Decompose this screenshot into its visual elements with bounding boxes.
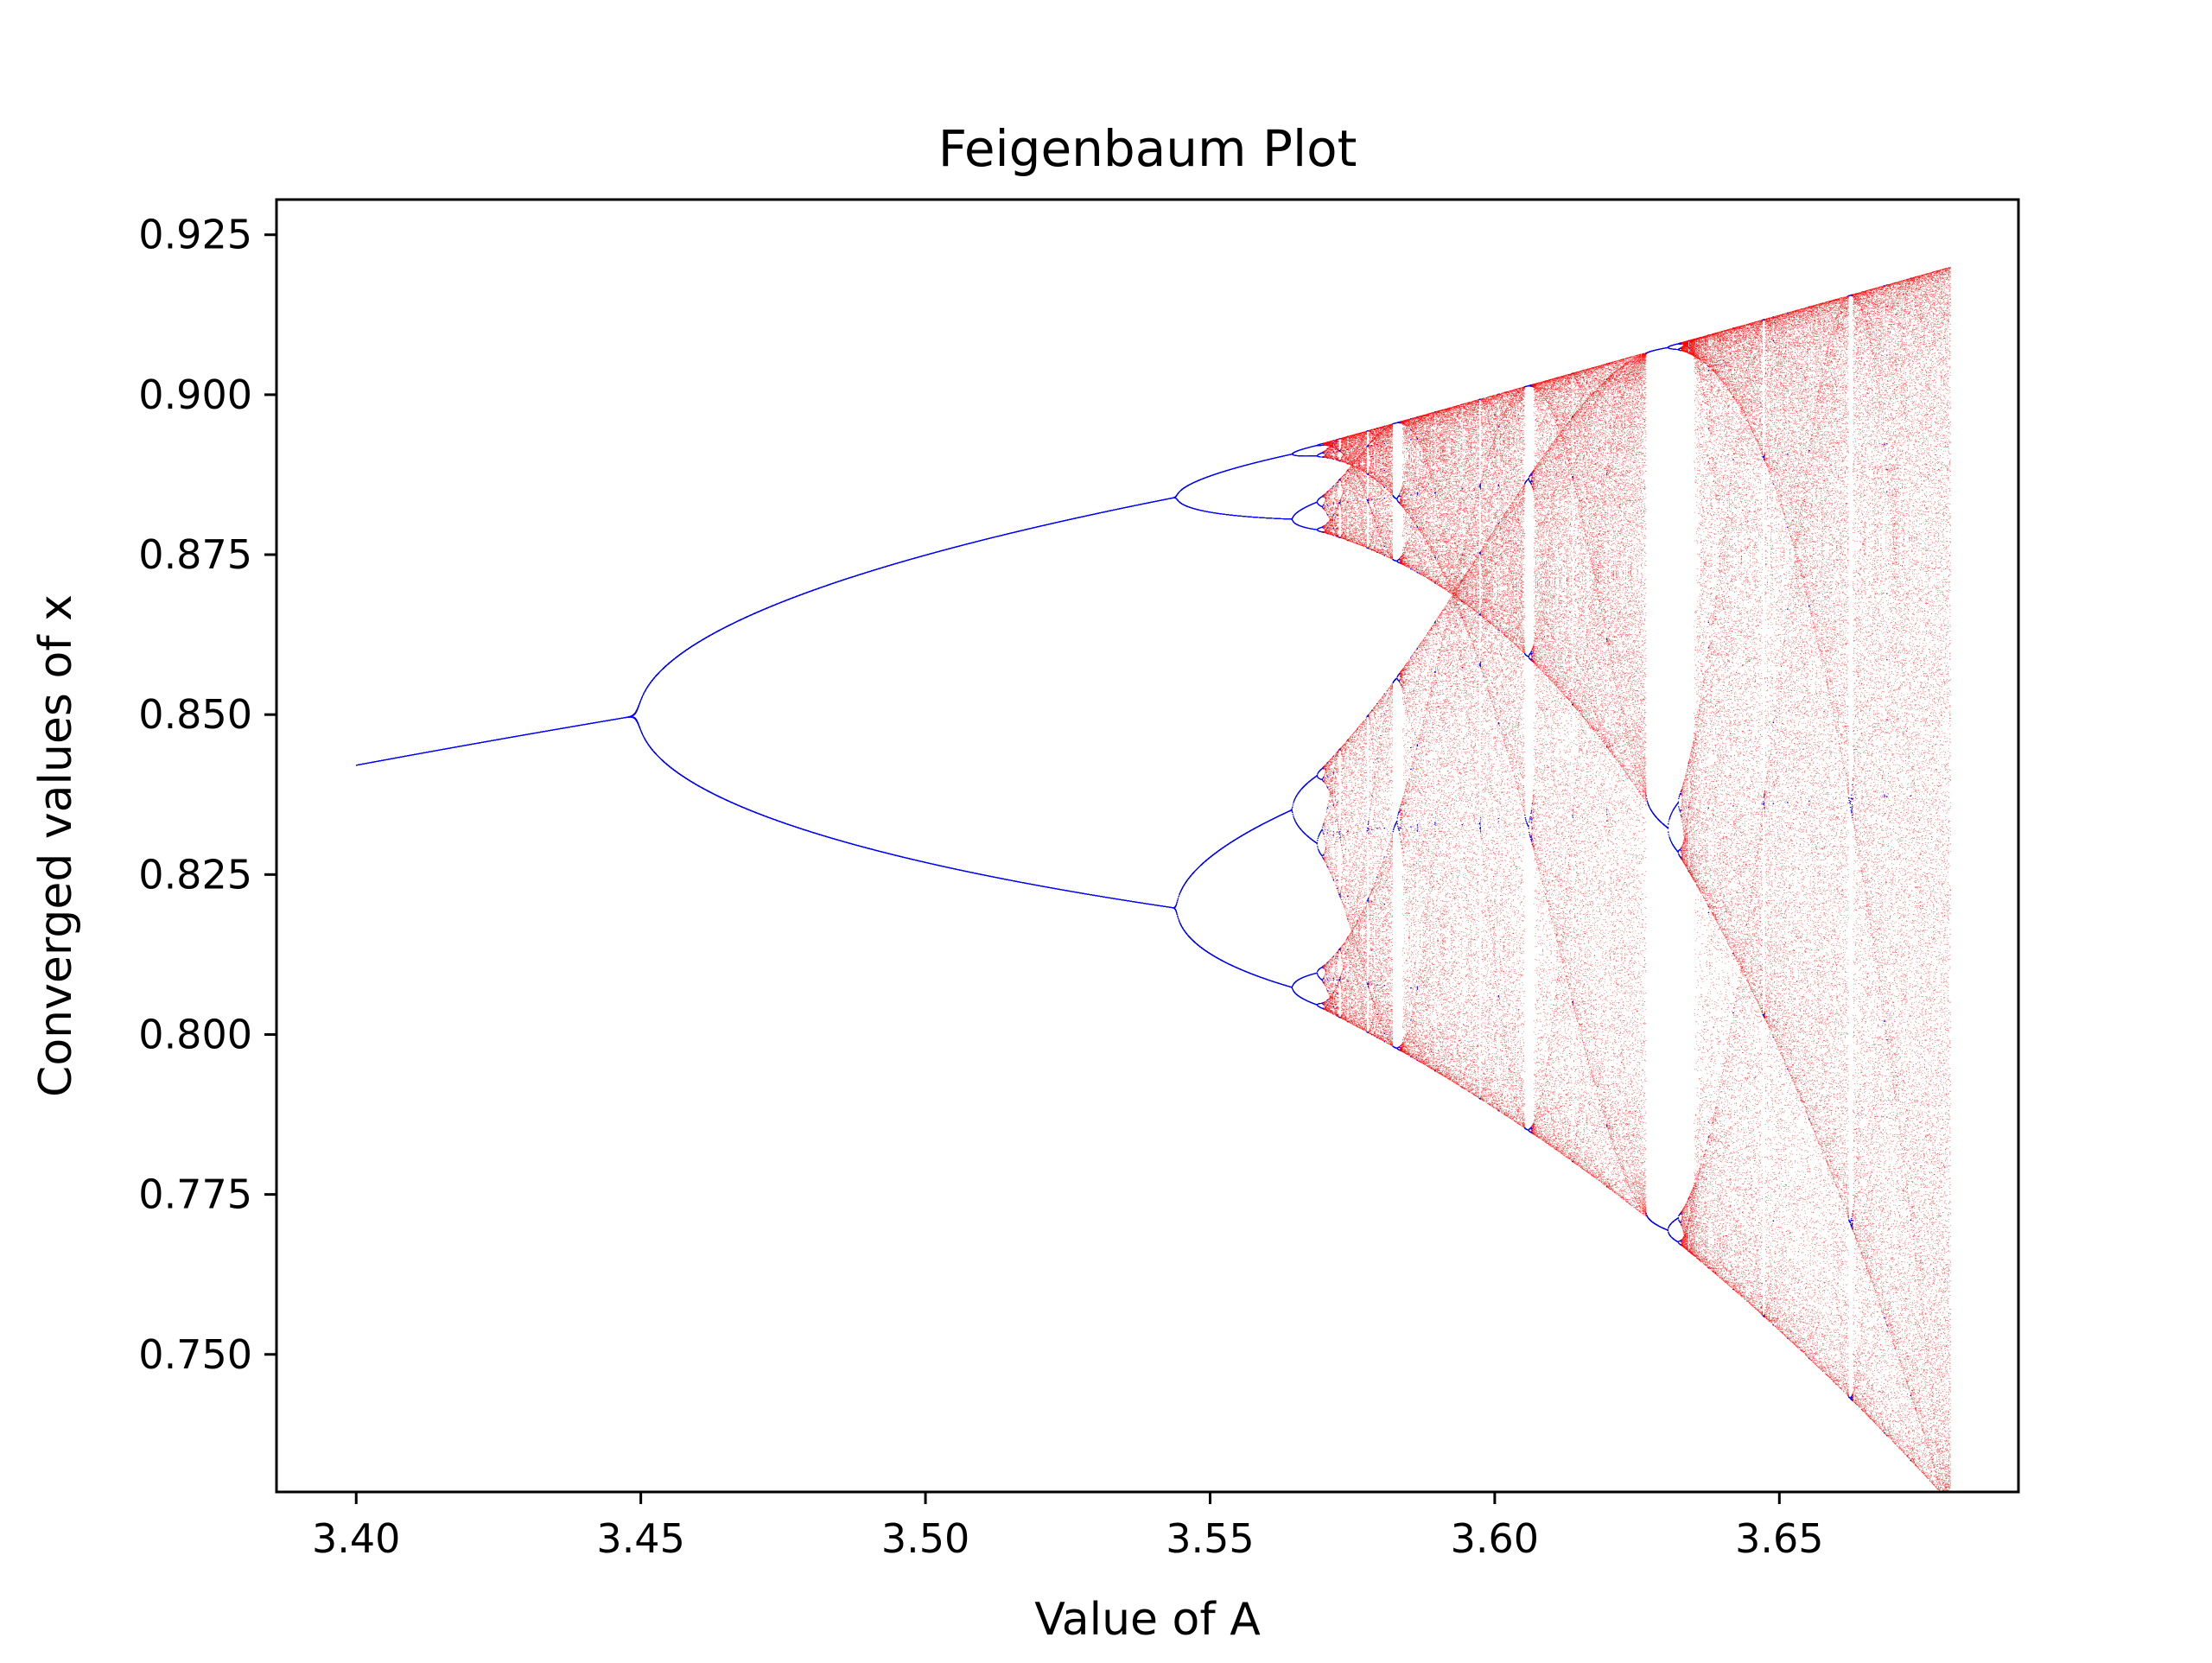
x-tick-label: 3.55 [1166,1515,1254,1562]
y-tick-label: 0.925 [138,212,252,258]
plot-area [276,200,2018,1492]
bifurcation-scatter [276,200,2018,1492]
x-tick-label: 3.45 [596,1515,684,1562]
chart-title: Feigenbaum Plot [938,119,1357,178]
y-tick-label: 0.800 [138,1011,252,1057]
y-tick-label: 0.850 [138,691,252,738]
y-tick-label: 0.875 [138,531,252,578]
y-tick-label: 0.775 [138,1171,252,1218]
x-axis-label: Value of A [1034,1594,1261,1646]
x-tick-label: 3.60 [1451,1515,1539,1562]
y-tick-label: 0.900 [138,371,252,418]
y-tick-label: 0.750 [138,1331,252,1378]
x-axis: 3.40 3.45 3.50 3.55 3.60 3.65 [312,1492,1824,1562]
y-tick-label: 0.825 [138,851,252,898]
y-axis-label: Converged values of x [30,594,82,1097]
x-tick-label: 3.65 [1735,1515,1823,1562]
x-tick-label: 3.50 [881,1515,969,1562]
y-axis: 0.750 0.775 0.800 0.825 0.850 0.875 0.900 0.925 [138,212,276,1378]
x-tick-label: 3.40 [312,1515,400,1562]
axes-frame [275,198,2020,1494]
